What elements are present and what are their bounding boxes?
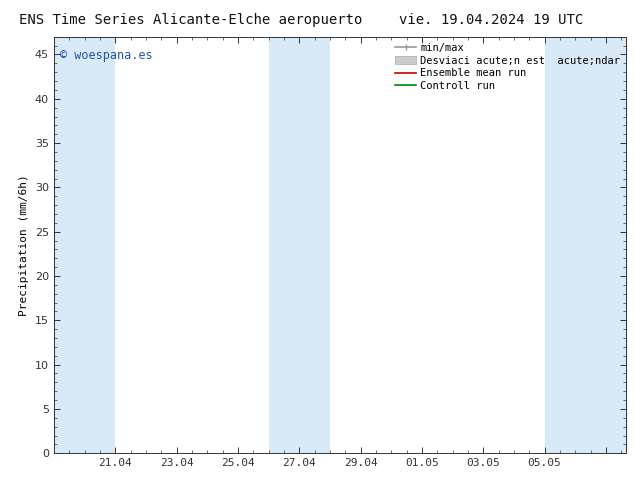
Bar [299, 37, 330, 453]
Y-axis label: Precipitation (mm/6h): Precipitation (mm/6h) [20, 174, 29, 316]
Text: © woespana.es: © woespana.es [60, 49, 152, 62]
Bar [269, 37, 299, 453]
Bar [84, 37, 115, 453]
Bar [54, 37, 84, 453]
Bar [545, 37, 626, 453]
Text: ENS Time Series Alicante-Elche aeropuerto: ENS Time Series Alicante-Elche aeropuert… [18, 13, 362, 27]
Legend: min/max, Desviaci acute;n est  acute;ndar, Ensemble mean run, Controll run: min/max, Desviaci acute;n est acute;ndar… [394, 42, 621, 92]
Text: vie. 19.04.2024 19 UTC: vie. 19.04.2024 19 UTC [399, 13, 583, 27]
